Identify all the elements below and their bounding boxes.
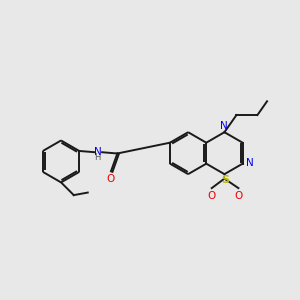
Text: S: S [221, 175, 229, 185]
Text: O: O [208, 191, 216, 201]
Text: N: N [94, 147, 102, 157]
Text: O: O [234, 191, 242, 201]
Text: N: N [246, 158, 254, 168]
Text: O: O [107, 175, 115, 184]
Text: H: H [94, 153, 101, 162]
Text: N: N [220, 121, 228, 130]
